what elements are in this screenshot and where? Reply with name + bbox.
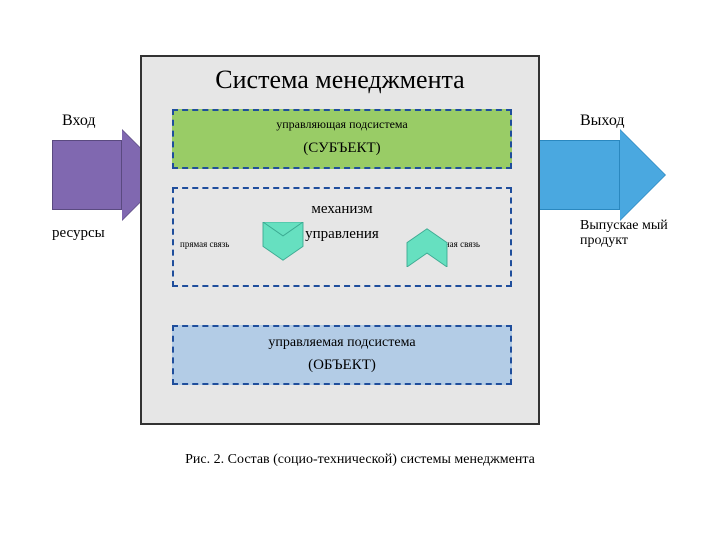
direct-link-label: прямая связь xyxy=(180,239,229,249)
system-frame: Система менеджмента управляющая подсисте… xyxy=(140,55,540,425)
chevron-up-icon xyxy=(404,227,450,267)
mechanism-box: механизм управления прямая связь обратна… xyxy=(172,187,512,287)
object-line1: управляемая подсистема xyxy=(174,335,510,351)
input-label-bottom: ресурсы xyxy=(52,225,105,242)
object-box: управляемая подсистема (ОБЪЕКТ) xyxy=(172,325,512,385)
figure-caption: Рис. 2. Состав (социо-технической) систе… xyxy=(0,452,720,468)
chevron-down-icon xyxy=(260,222,306,262)
output-label-top: Выход xyxy=(580,112,625,130)
diagram-title: Система менеджмента xyxy=(142,65,538,95)
mechanism-line1: механизм xyxy=(174,201,510,218)
input-label-top: Вход xyxy=(62,112,96,130)
output-label-bottom: Выпускае мый продукт xyxy=(580,218,680,249)
object-line2: (ОБЪЕКТ) xyxy=(174,357,510,374)
output-arrow-body xyxy=(530,140,620,210)
subject-line1: управляющая подсистема xyxy=(174,117,510,132)
subject-box: управляющая подсистема (СУБЪЕКТ) xyxy=(172,109,512,169)
output-arrow-head xyxy=(620,130,665,220)
input-arrow-body xyxy=(52,140,122,210)
subject-line2: (СУБЪЕКТ) xyxy=(174,140,510,157)
